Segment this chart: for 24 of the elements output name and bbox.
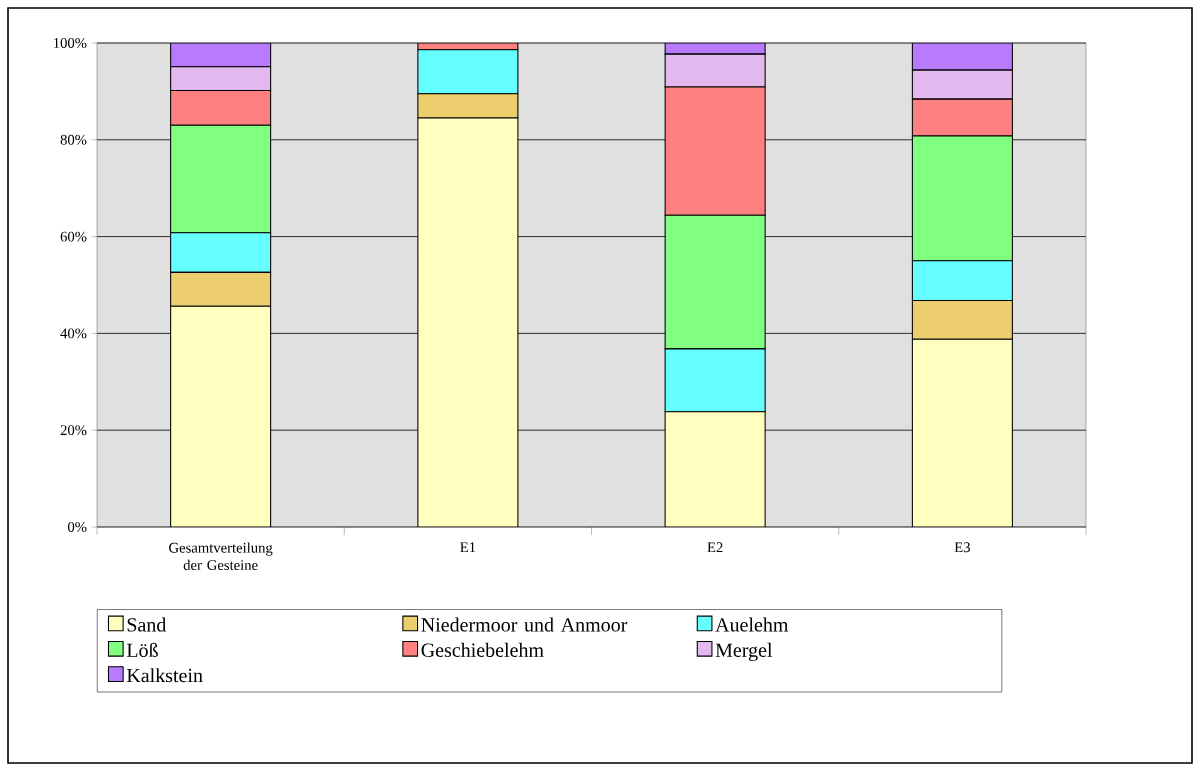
x-tick-label: E1 — [460, 542, 476, 553]
bar — [170, 305, 272, 527]
y-tick-label: 20% — [60, 425, 87, 436]
legend-label: Sand — [127, 617, 167, 632]
legend-label: Niedermoor und Anmoor — [421, 617, 628, 632]
y-tick-label: 100% — [54, 38, 87, 48]
bar — [911, 338, 1013, 527]
y-tick-label: 60% — [60, 231, 87, 242]
legend-label: Mergel — [715, 642, 773, 662]
bar — [417, 117, 519, 527]
y-tick-label: 0% — [67, 522, 87, 532]
legend-label: Löß — [126, 642, 158, 658]
legend-label: Auelehm — [715, 617, 789, 632]
y-tick-label: 80% — [60, 134, 87, 145]
bar — [911, 98, 1013, 137]
legend-label: Geschiebelehm — [421, 642, 544, 657]
x-tick-label: E2 — [707, 542, 723, 553]
x-tick-label: Gesamtverteilung der Gesteine — [169, 542, 273, 571]
bar — [170, 89, 272, 126]
y-tick-label: 40% — [60, 328, 87, 339]
bar — [664, 411, 766, 527]
bar — [664, 86, 766, 216]
legend-label: Kalkstein — [126, 668, 203, 683]
x-tick-label: E3 — [954, 542, 970, 553]
